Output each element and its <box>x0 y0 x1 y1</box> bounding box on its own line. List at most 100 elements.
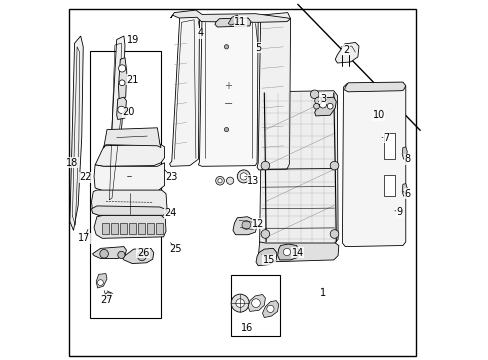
Polygon shape <box>335 42 358 63</box>
Bar <box>384 175 394 196</box>
Circle shape <box>119 80 125 86</box>
Text: 19: 19 <box>126 35 139 45</box>
Circle shape <box>313 103 319 109</box>
Polygon shape <box>277 244 298 260</box>
Text: 27: 27 <box>101 294 113 305</box>
Polygon shape <box>95 144 164 166</box>
Circle shape <box>231 294 249 312</box>
Text: 22: 22 <box>79 172 91 182</box>
Text: 20: 20 <box>122 107 135 117</box>
Circle shape <box>326 103 332 109</box>
Polygon shape <box>344 82 405 92</box>
Circle shape <box>314 97 321 104</box>
Text: 25: 25 <box>169 244 181 254</box>
Circle shape <box>266 305 273 312</box>
Polygon shape <box>169 14 199 166</box>
Polygon shape <box>103 128 161 148</box>
Polygon shape <box>215 18 250 27</box>
Bar <box>90 51 161 318</box>
Text: 1: 1 <box>319 288 325 298</box>
Circle shape <box>242 221 250 229</box>
Circle shape <box>105 292 111 298</box>
Polygon shape <box>170 10 290 22</box>
Text: 6: 6 <box>403 189 409 199</box>
Polygon shape <box>232 217 257 235</box>
Text: 8: 8 <box>403 154 409 164</box>
Circle shape <box>215 176 224 185</box>
Text: 12: 12 <box>251 219 264 229</box>
Circle shape <box>98 280 103 285</box>
Circle shape <box>118 65 125 72</box>
Polygon shape <box>256 248 276 266</box>
Circle shape <box>237 170 250 183</box>
Circle shape <box>283 248 290 256</box>
Polygon shape <box>94 215 166 238</box>
Text: 21: 21 <box>126 75 138 85</box>
Circle shape <box>240 173 247 180</box>
Polygon shape <box>314 97 336 116</box>
Circle shape <box>100 249 108 258</box>
Circle shape <box>329 230 338 238</box>
Circle shape <box>224 45 228 49</box>
Polygon shape <box>92 247 126 258</box>
Bar <box>147 223 153 234</box>
Bar <box>120 223 126 234</box>
Circle shape <box>319 101 326 108</box>
Polygon shape <box>104 36 125 209</box>
Polygon shape <box>228 15 239 25</box>
Circle shape <box>226 177 233 184</box>
Circle shape <box>137 252 146 261</box>
Polygon shape <box>118 58 126 101</box>
Circle shape <box>329 161 338 170</box>
Circle shape <box>118 251 125 258</box>
Circle shape <box>235 299 244 307</box>
Text: 10: 10 <box>372 110 384 120</box>
Text: 9: 9 <box>395 207 402 217</box>
Text: 24: 24 <box>164 208 177 218</box>
Bar <box>102 223 108 234</box>
Bar <box>129 223 136 234</box>
Polygon shape <box>259 91 337 246</box>
Text: 7: 7 <box>383 132 389 143</box>
Text: −: − <box>223 99 232 109</box>
Text: 16: 16 <box>241 323 253 333</box>
Text: 4: 4 <box>197 28 203 38</box>
Text: 13: 13 <box>247 176 259 186</box>
Polygon shape <box>262 301 278 318</box>
Polygon shape <box>401 184 407 196</box>
Polygon shape <box>401 147 407 159</box>
Text: 23: 23 <box>165 172 178 182</box>
Bar <box>111 223 118 234</box>
Bar <box>156 223 163 234</box>
Polygon shape <box>70 36 83 230</box>
Polygon shape <box>342 83 405 247</box>
Circle shape <box>261 161 269 170</box>
Text: 2: 2 <box>342 45 348 55</box>
Polygon shape <box>198 14 258 166</box>
Bar <box>384 133 394 159</box>
Circle shape <box>224 127 228 132</box>
Polygon shape <box>122 248 153 264</box>
Polygon shape <box>96 274 107 288</box>
Circle shape <box>261 230 269 238</box>
Text: 14: 14 <box>291 248 303 258</box>
Polygon shape <box>247 294 265 311</box>
Circle shape <box>218 179 222 183</box>
Circle shape <box>310 90 318 99</box>
Bar <box>230 275 279 336</box>
Text: 18: 18 <box>66 158 79 168</box>
Polygon shape <box>117 97 126 120</box>
Circle shape <box>251 299 260 307</box>
Text: 26: 26 <box>137 248 149 258</box>
Polygon shape <box>91 206 167 215</box>
Text: 3: 3 <box>319 94 325 104</box>
Polygon shape <box>257 13 290 170</box>
Text: +: + <box>224 81 232 91</box>
Text: 17: 17 <box>78 233 90 243</box>
Polygon shape <box>258 242 338 262</box>
Circle shape <box>118 106 125 113</box>
Text: 5: 5 <box>255 42 261 53</box>
Bar <box>138 223 144 234</box>
Text: 11: 11 <box>234 17 246 27</box>
Text: 15: 15 <box>262 255 275 265</box>
